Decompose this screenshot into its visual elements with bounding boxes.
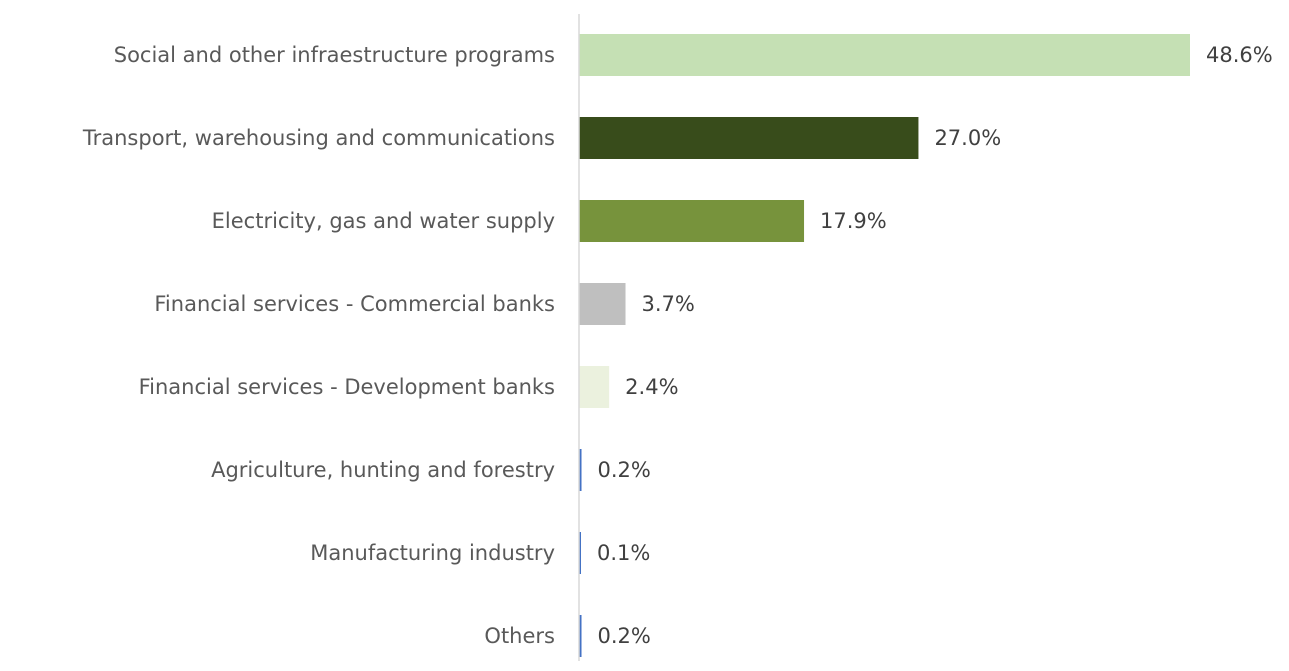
category-label: Others [484, 624, 555, 648]
value-label: 17.9% [820, 209, 887, 233]
category-label: Electricity, gas and water supply [212, 209, 555, 233]
value-label: 0.2% [598, 624, 651, 648]
value-label: 3.7% [642, 292, 695, 316]
category-label: Social and other infraestructure program… [114, 43, 555, 67]
bar-6 [579, 449, 582, 491]
bar-5 [579, 366, 610, 408]
value-label: 48.6% [1206, 43, 1273, 67]
category-label: Agriculture, hunting and forestry [211, 458, 555, 482]
category-label: Manufacturing industry [310, 541, 555, 565]
value-label: 2.4% [625, 375, 678, 399]
bar-2 [579, 117, 919, 159]
category-labels-group: Social and other infraestructure program… [82, 43, 555, 648]
category-label: Transport, warehousing and communication… [82, 126, 555, 150]
category-label: Financial services - Development banks [139, 375, 555, 399]
value-label: 27.0% [934, 126, 1001, 150]
bars-group [579, 34, 1190, 657]
bar-7 [579, 532, 581, 574]
value-labels-group: 48.6% 27.0% 17.9% 3.7% 2.4% 0.2% 0.1% 0.2% [597, 43, 1273, 648]
bar-3 [579, 200, 805, 242]
value-label: 0.1% [597, 541, 650, 565]
bar-4 [579, 283, 626, 325]
bar-8 [579, 615, 582, 657]
category-label: Financial services - Commercial banks [154, 292, 555, 316]
value-label: 0.2% [598, 458, 651, 482]
bar-1 [579, 34, 1190, 76]
